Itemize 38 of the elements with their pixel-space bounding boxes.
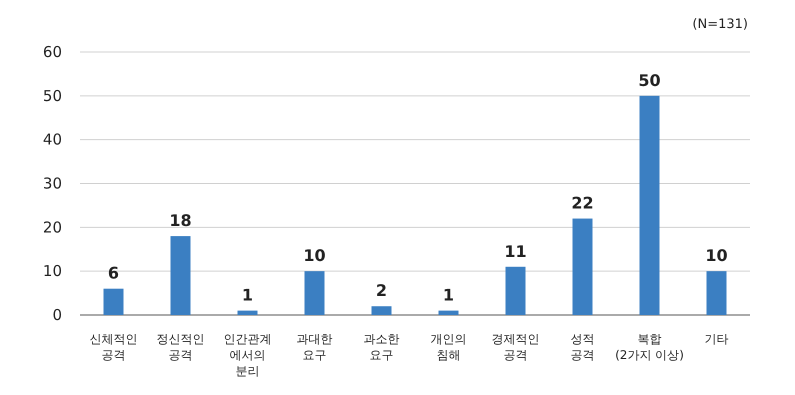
- data-label: 6: [108, 264, 120, 283]
- y-tick-label: 0: [52, 306, 62, 324]
- x-tick-label: 복합 (2가지 이상): [615, 332, 684, 362]
- y-tick-label: 10: [42, 262, 62, 280]
- data-label: 2: [376, 281, 388, 300]
- bar: [640, 96, 660, 315]
- data-label: 50: [638, 70, 661, 90]
- x-tick-label: 과대한 요구: [296, 332, 332, 362]
- y-tick-label: 20: [42, 218, 62, 236]
- data-label: 10: [303, 246, 326, 266]
- bar: [104, 288, 124, 315]
- data-label: 11: [504, 242, 527, 261]
- y-tick-label: 40: [42, 130, 62, 149]
- y-tick-label: 30: [42, 174, 62, 192]
- bar: [238, 310, 258, 315]
- y-tick-label: 50: [42, 86, 62, 105]
- bar: [506, 266, 526, 315]
- data-label: 1: [442, 286, 454, 305]
- y-tick-label: 60: [42, 43, 62, 61]
- x-tick-label: 성적 공격: [570, 332, 594, 362]
- x-tick-label: 정신적인 공격: [156, 332, 204, 362]
- text: (N=131): [692, 17, 748, 32]
- bar: [170, 236, 190, 315]
- x-tick-label: 과소한 요구: [364, 332, 400, 362]
- bar: [706, 271, 726, 315]
- x-tick-label: 신체적인 공격: [90, 332, 138, 362]
- data-label: 10: [705, 246, 728, 266]
- x-tick-label: 개인의 침해: [430, 332, 466, 362]
- x-tick-label: 경제적인 공격: [492, 332, 540, 362]
- x-tick-label: 인간관계 에서의 분리: [224, 332, 272, 378]
- x-tick-label: 기타: [704, 332, 728, 346]
- data-label: 18: [169, 211, 192, 230]
- data-label: 1: [242, 286, 254, 305]
- bar: [372, 306, 392, 315]
- bar: [438, 310, 458, 315]
- bar: [304, 271, 324, 315]
- bar: [572, 218, 592, 315]
- data-label: 22: [571, 194, 594, 213]
